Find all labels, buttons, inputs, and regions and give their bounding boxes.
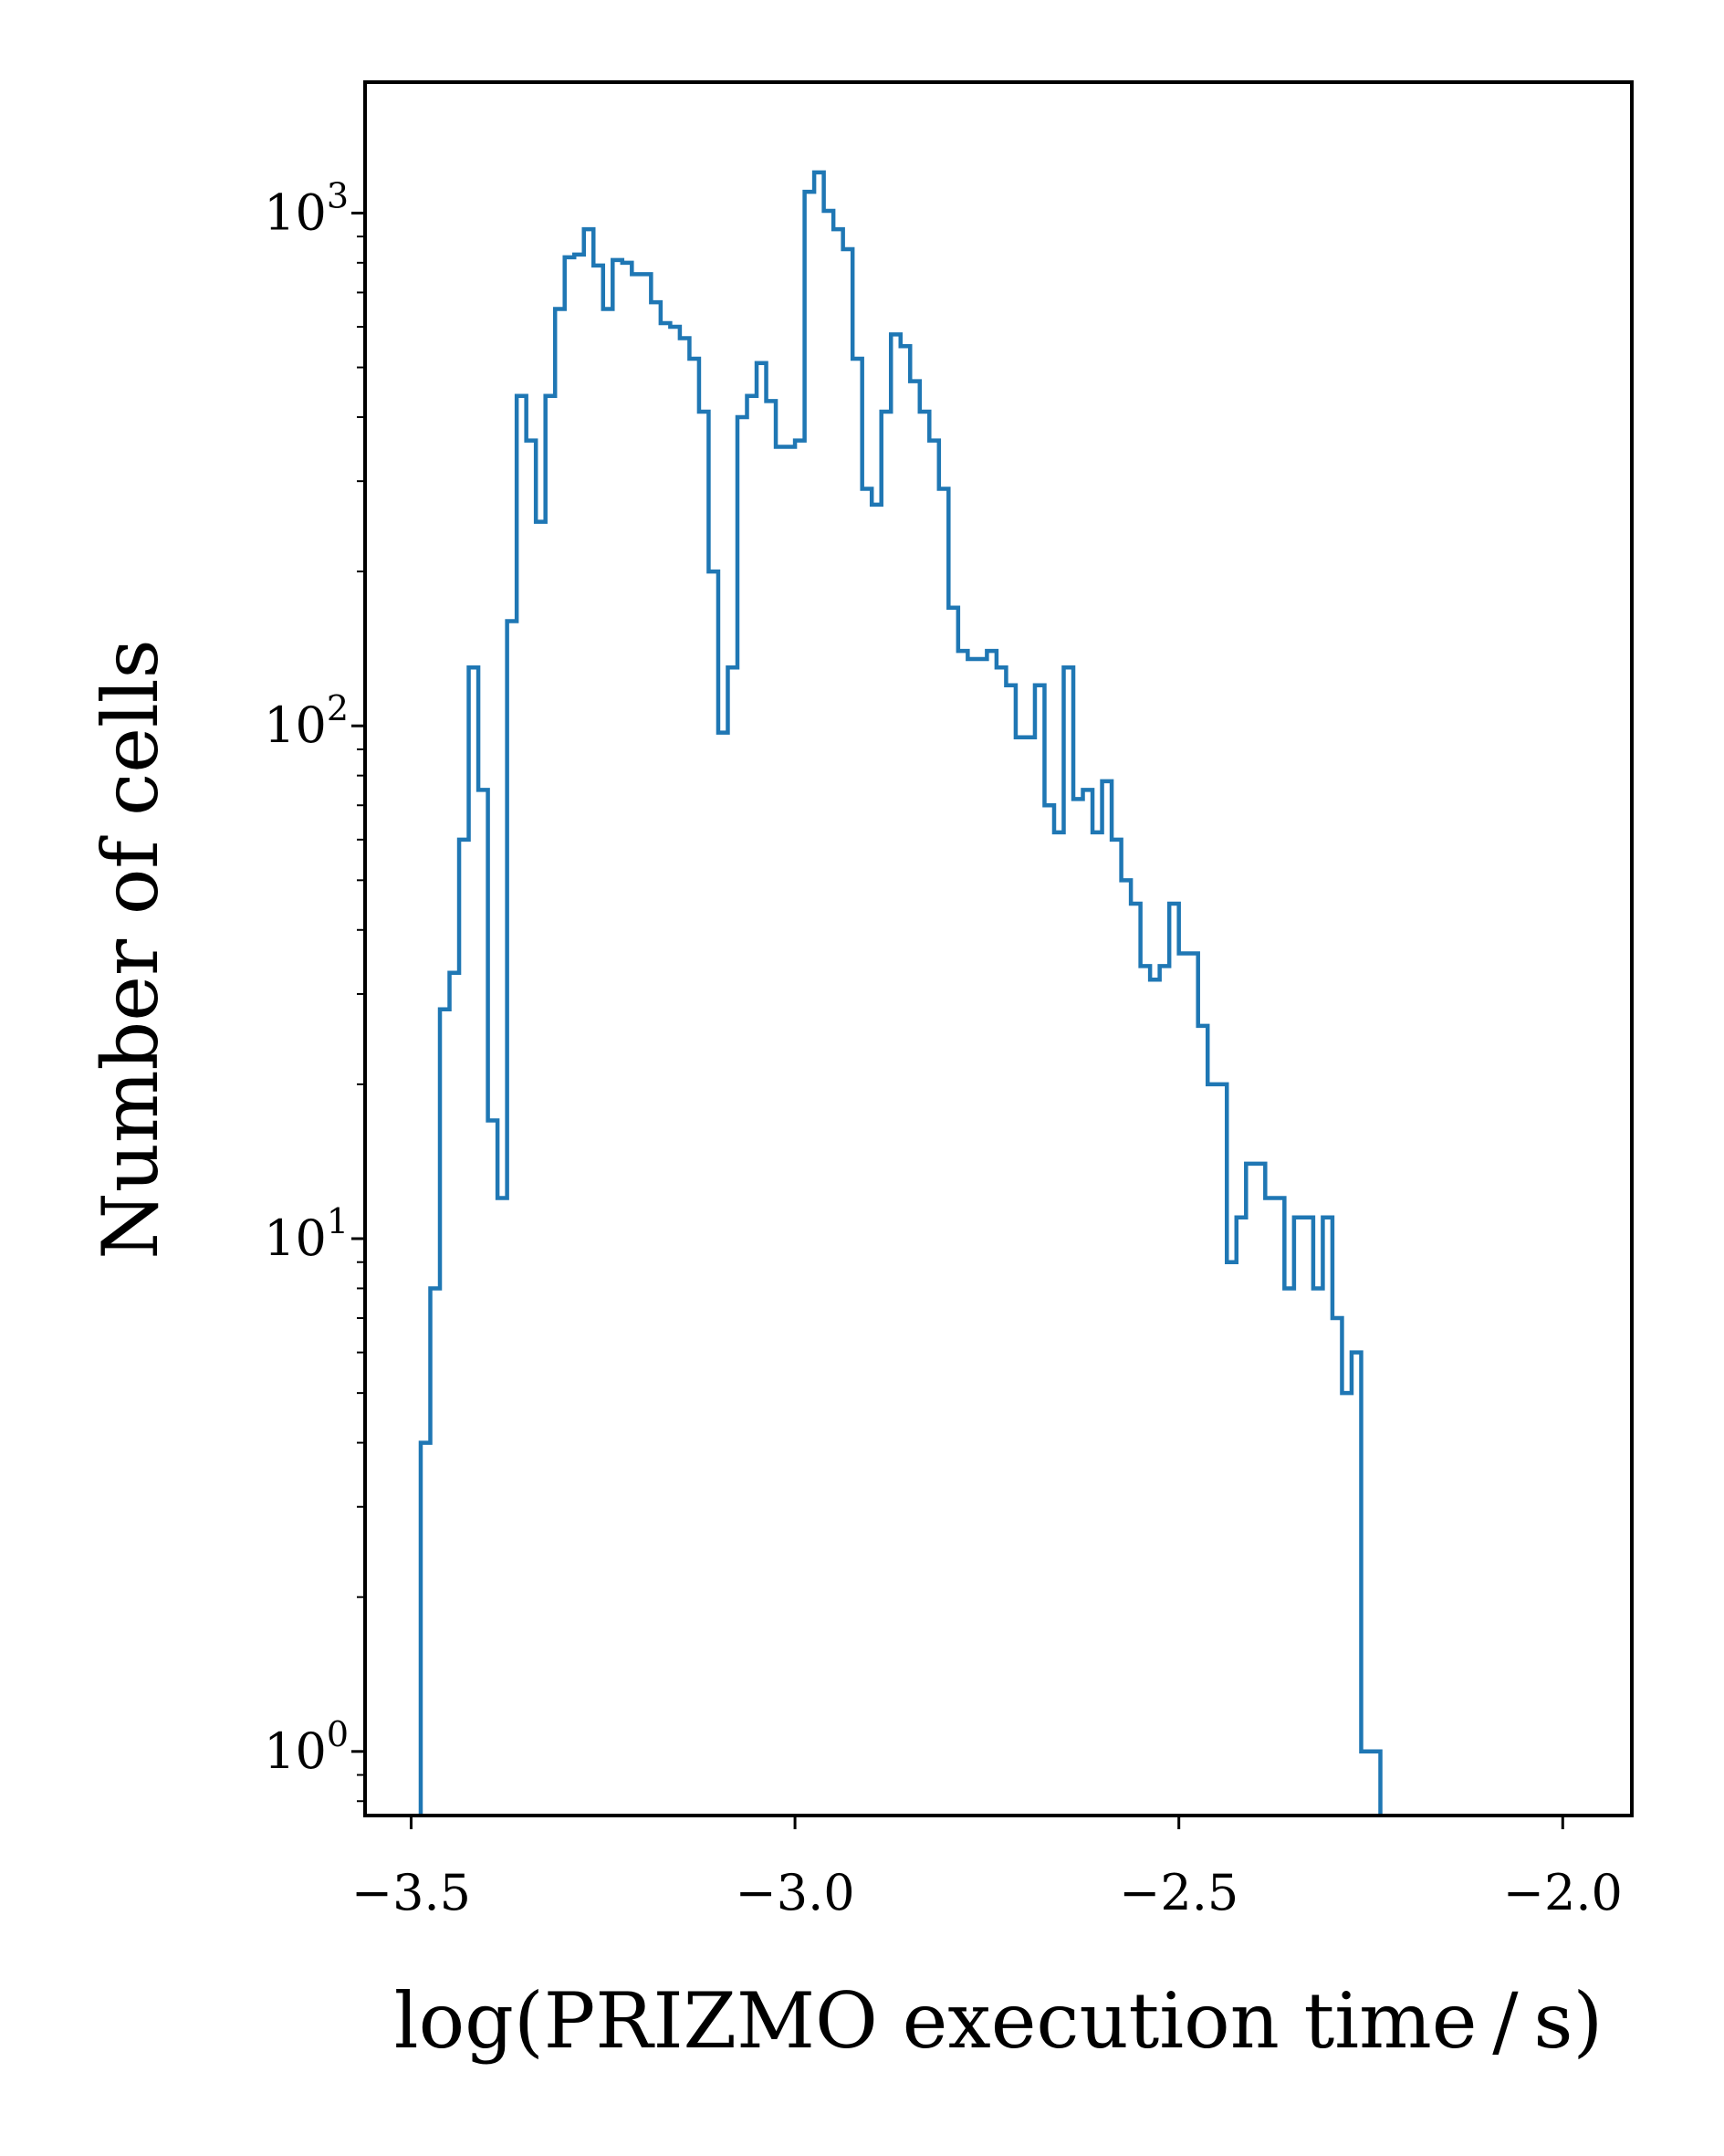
plot-frame <box>363 80 1634 1817</box>
tick-labels-layer: −3.5 −3.0 −2.5 −2.0 100 101 102 103 <box>264 175 1623 1921</box>
x-tick-label: −2.0 <box>1503 1864 1623 1921</box>
x-axis-label: log(PRIZMO execution time / s) <box>394 1976 1604 2066</box>
y-tick-label: 100 <box>264 1714 349 1780</box>
y-axis-label: Number of cells <box>86 639 175 1260</box>
y-tick-label: 103 <box>264 175 349 241</box>
y-tick-label: 101 <box>264 1201 349 1267</box>
x-tick-label: −3.5 <box>351 1864 471 1921</box>
y-tick-label: 102 <box>264 688 349 754</box>
histogram-step-line <box>418 170 1383 1816</box>
x-tick-label: −2.5 <box>1119 1864 1238 1921</box>
x-tick-label: −3.0 <box>736 1864 855 1921</box>
